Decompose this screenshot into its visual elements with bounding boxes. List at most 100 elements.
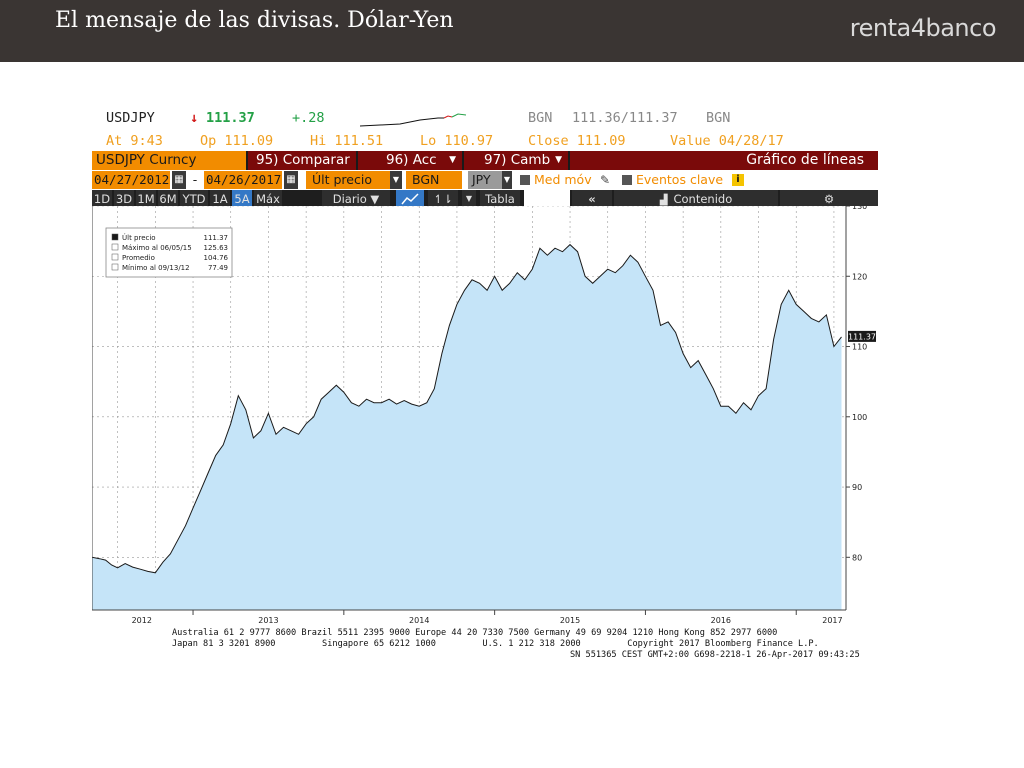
bid-source: BGN bbox=[528, 110, 553, 126]
x-tick-label: 2012 bbox=[132, 616, 152, 625]
legend-swatch bbox=[111, 233, 119, 241]
period-tab-5a[interactable]: 5A bbox=[232, 190, 252, 208]
chevron-down-icon[interactable]: ▼ bbox=[502, 171, 512, 189]
period-tab-ytd[interactable]: YTD bbox=[180, 190, 208, 208]
security-bar: USDJPY Curncy 95) Comparar 96) Acc ▼ 97)… bbox=[92, 151, 878, 170]
collapse-icon[interactable]: « bbox=[572, 190, 612, 208]
legend-label: Mínimo al 09/13/12 bbox=[122, 264, 190, 272]
open-price: Op 111.09 bbox=[200, 133, 274, 149]
high-price: Hi 111.51 bbox=[310, 133, 384, 149]
key-events-label: Eventos clave bbox=[636, 172, 724, 187]
graph-type-title: Gráfico de líneas bbox=[570, 151, 878, 170]
chevron-down-icon: ▼ bbox=[449, 155, 456, 165]
y-axis-ticks: 80 90 100 110 120 130 bbox=[846, 206, 867, 562]
legend-swatch bbox=[111, 263, 119, 271]
x-tick-label: 2013 bbox=[258, 616, 278, 625]
session-row: At 9:43 Op 111.09 Hi 111.51 Lo 110.97 Cl… bbox=[92, 133, 878, 153]
legend-label: Promedio bbox=[122, 254, 155, 262]
moving-average-label: Med móv bbox=[534, 172, 592, 187]
sparkline bbox=[360, 113, 467, 127]
period-toolbar: 1D 3D 1M 6M YTD 1A 5A Máx Diario ▼ ↿⇂ ▼ Tabla «… bbox=[92, 190, 878, 208]
quote-row: USDJPY ↓ 111.37 +.28 BGN 111.36/111.37 B… bbox=[92, 110, 878, 130]
date-dash: - bbox=[192, 172, 198, 187]
currency-select[interactable]: JPY bbox=[468, 171, 502, 189]
low-price: Lo 110.97 bbox=[420, 133, 494, 149]
x-tick-label: 2014 bbox=[409, 616, 429, 625]
actions-menu[interactable]: 96) Acc ▼ bbox=[358, 151, 462, 170]
footer-contacts-2: Japan 81 3 3201 8900 Singapore 65 6212 1… bbox=[172, 639, 819, 649]
field-select[interactable]: Últ precio bbox=[306, 171, 390, 189]
bar-chart-icon: ▟ bbox=[659, 195, 668, 206]
footer-serial: SN 551365 CEST GMT+2:00 G698-2218-1 26-A… bbox=[570, 650, 860, 660]
info-icon[interactable]: i bbox=[732, 174, 744, 186]
checkbox-key-events[interactable] bbox=[622, 175, 632, 185]
period-tab-6m[interactable]: 6M bbox=[158, 190, 178, 208]
quote-time: At 9:43 bbox=[106, 133, 163, 149]
toolbar-blank bbox=[524, 190, 570, 208]
y-tick-label: 120 bbox=[852, 272, 867, 281]
period-tab-1a[interactable]: 1A bbox=[210, 190, 230, 208]
legend-value: 77.49 bbox=[208, 264, 228, 272]
period-tab-1d[interactable]: 1D bbox=[92, 190, 112, 208]
x-tick-label: 2016 bbox=[711, 616, 731, 625]
source-field[interactable]: BGN bbox=[406, 171, 462, 189]
legend-value: 111.37 bbox=[204, 234, 229, 242]
y-tick-label: 110 bbox=[852, 343, 867, 352]
security-field[interactable]: USDJPY Curncy bbox=[92, 151, 246, 170]
legend-value: 104.76 bbox=[204, 254, 229, 262]
x-tick-label: 2017 bbox=[822, 616, 842, 625]
chevron-down-icon[interactable]: ▼ bbox=[462, 190, 476, 208]
compare-menu[interactable]: 95) Comparar bbox=[248, 151, 356, 170]
gear-icon[interactable]: ⚙ bbox=[780, 190, 878, 208]
price-change: +.28 bbox=[292, 110, 325, 126]
legend-swatch bbox=[111, 253, 119, 261]
value-date: Value 04/28/17 bbox=[670, 133, 784, 149]
line-chart-icon[interactable] bbox=[396, 190, 424, 208]
y-tick-label: 100 bbox=[852, 413, 867, 422]
last-price-marker: 111.37 bbox=[848, 330, 876, 342]
options-bar: 04/27/2012 ▦ - 04/26/2017 ▦ Últ precio ▼… bbox=[92, 171, 878, 189]
pencil-icon[interactable]: ✎ bbox=[600, 173, 611, 187]
x-axis-ticks: 2012 2013 2014 2015 2016 2017 bbox=[132, 610, 843, 625]
period-tab-3d[interactable]: 3D bbox=[114, 190, 134, 208]
price-line bbox=[92, 243, 842, 574]
y-tick-label: 90 bbox=[852, 483, 862, 492]
down-arrow-icon: ↓ bbox=[190, 110, 199, 126]
close-price: Close 111.09 bbox=[528, 133, 626, 149]
slide-title: El mensaje de las divisas. Dólar-Yen bbox=[55, 8, 454, 33]
y-tick-label: 130 bbox=[852, 206, 867, 211]
slide-header: El mensaje de las divisas. Dólar-Yen ren… bbox=[0, 0, 1024, 62]
period-tab-1m[interactable]: 1M bbox=[136, 190, 156, 208]
chevron-down-icon[interactable]: ▼ bbox=[390, 171, 402, 189]
change-label: 97) Camb bbox=[484, 152, 551, 168]
frequency-select[interactable]: Diario ▼ bbox=[322, 190, 390, 208]
field-select-label: Últ precio bbox=[312, 172, 372, 187]
ask-source: BGN bbox=[706, 110, 731, 126]
date-to-field[interactable]: 04/26/2017 bbox=[204, 171, 282, 189]
footer-contacts-1: Australia 61 2 9777 8600 Brazil 5511 239… bbox=[172, 628, 778, 638]
brand-logo: renta4banco bbox=[849, 14, 997, 42]
calendar-icon[interactable]: ▦ bbox=[172, 171, 186, 189]
x-tick-label: 2015 bbox=[560, 616, 580, 625]
ticker: USDJPY bbox=[106, 110, 155, 126]
period-tab-máx[interactable]: Máx bbox=[254, 190, 282, 208]
actions-label: 96) Acc bbox=[386, 152, 437, 168]
checkbox-moving-average[interactable] bbox=[520, 175, 530, 185]
content-menu[interactable]: ▟ Contenido bbox=[614, 190, 778, 208]
legend-label: Máximo al 06/05/15 bbox=[122, 244, 192, 252]
legend-box bbox=[105, 227, 233, 278]
bid-ask: 111.36/111.37 bbox=[572, 110, 678, 126]
y-tick-label: 80 bbox=[852, 553, 862, 562]
table-button[interactable]: Tabla bbox=[480, 190, 520, 208]
price-area bbox=[92, 244, 842, 610]
last-price: 111.37 bbox=[206, 110, 255, 126]
calendar-icon[interactable]: ▦ bbox=[284, 171, 298, 189]
content-label: Contenido bbox=[673, 192, 733, 206]
change-menu[interactable]: 97) Camb ▼ bbox=[464, 151, 568, 170]
sort-icon[interactable]: ↿⇂ bbox=[428, 190, 458, 208]
legend-label: Últ precio bbox=[122, 233, 156, 242]
date-from-field[interactable]: 04/27/2012 bbox=[92, 171, 170, 189]
last-price-label: 111.37 bbox=[848, 332, 876, 341]
chevron-down-icon: ▼ bbox=[555, 155, 562, 165]
